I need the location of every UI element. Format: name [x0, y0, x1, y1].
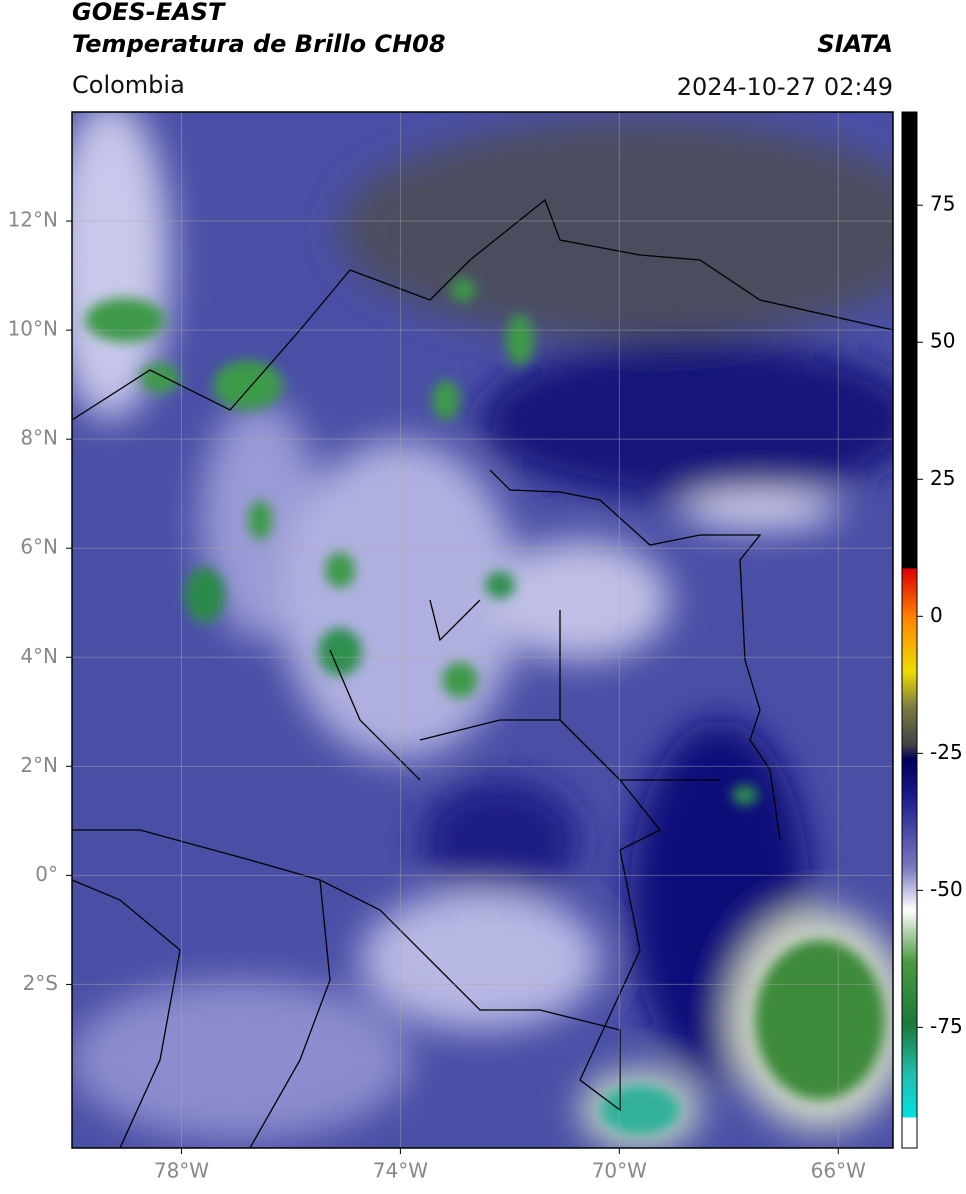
map-frame — [71, 111, 894, 1149]
colorbar — [901, 111, 918, 1149]
colorbar-tick-label: -75 — [930, 1014, 963, 1038]
datetime: 2024-10-27 02:49 — [677, 73, 893, 101]
y-tick-label: 4°N — [20, 644, 58, 668]
x-tick-label: 78°W — [154, 1159, 209, 1183]
region: Colombia — [72, 71, 185, 99]
colorbar-tick-label: -50 — [930, 877, 963, 901]
x-tick-label: 74°W — [373, 1159, 428, 1183]
y-tick-label: 6°N — [20, 535, 58, 559]
x-tick-label: 70°W — [592, 1159, 647, 1183]
subtitle: Temperatura de Brillo CH08 — [72, 30, 446, 58]
satellite-image — [72, 112, 893, 1148]
colorbar-tick-label: 75 — [930, 192, 955, 216]
colorbar-tick-label: 0 — [930, 603, 943, 627]
y-tick-label: 12°N — [8, 208, 58, 232]
y-tick-label: 10°N — [8, 317, 58, 341]
colorbar-tick-label: 50 — [930, 329, 955, 353]
y-tick-label: 0° — [35, 862, 58, 886]
y-tick-label: 8°N — [20, 426, 58, 450]
title: GOES-EAST — [72, 0, 226, 26]
colorbar-tick-label: 25 — [930, 466, 955, 490]
colorbar-tick-label: -25 — [930, 740, 963, 764]
y-tick-label: 2°S — [23, 971, 58, 995]
borders — [72, 198, 893, 1148]
grid — [72, 112, 893, 1148]
y-tick-label: 2°N — [20, 753, 58, 777]
x-tick-label: 66°W — [811, 1159, 866, 1183]
source: SIATA — [817, 30, 893, 58]
